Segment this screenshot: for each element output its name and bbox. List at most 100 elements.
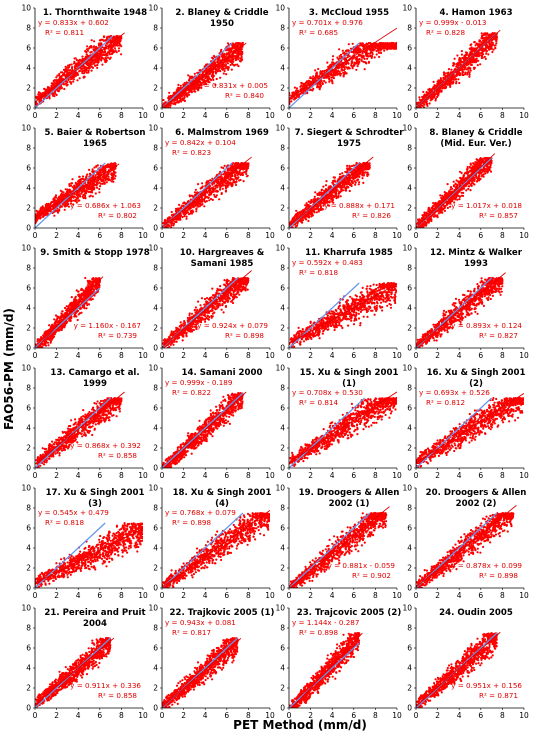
- data-point: [190, 89, 193, 93]
- data-point: [331, 82, 334, 85]
- data-point: [471, 57, 474, 60]
- regression-line: [289, 27, 397, 99]
- data-point: [378, 51, 381, 54]
- data-point: [102, 35, 106, 39]
- data-point: [110, 180, 113, 183]
- data-point: [96, 66, 99, 69]
- data-point: [224, 67, 227, 70]
- data-point: [434, 99, 437, 102]
- data-point: [241, 50, 244, 54]
- data-point: [72, 196, 75, 199]
- data-point: [386, 43, 389, 47]
- data-point: [337, 69, 340, 72]
- data-point: [78, 199, 81, 202]
- data-point: [450, 81, 453, 84]
- data-point: [82, 76, 85, 79]
- data-point: [91, 59, 94, 63]
- data-point: [104, 61, 107, 64]
- data-point: [331, 61, 334, 64]
- data-point: [89, 194, 92, 197]
- data-point: [72, 78, 75, 81]
- data-point: [91, 195, 94, 198]
- data-point: [445, 85, 448, 88]
- data-point: [314, 76, 317, 79]
- x-tick-label: 10: [392, 111, 402, 120]
- data-point: [62, 73, 65, 76]
- y-tick-label: 0: [26, 224, 31, 233]
- data-point: [241, 42, 244, 45]
- data-point: [46, 204, 49, 207]
- data-point: [458, 81, 461, 85]
- data-point: [384, 44, 387, 47]
- data-point: [191, 87, 194, 90]
- y-tick-label: 6: [280, 44, 285, 53]
- data-point: [98, 39, 101, 42]
- data-point: [377, 47, 381, 50]
- panel-title: 4. Hamon 1963: [439, 8, 512, 18]
- data-point: [89, 184, 92, 187]
- data-point: [58, 74, 61, 77]
- data-point: [187, 74, 190, 77]
- data-point: [378, 45, 381, 48]
- data-point: [74, 181, 77, 184]
- data-point: [84, 55, 88, 58]
- data-point: [457, 70, 460, 73]
- data-point: [432, 80, 435, 83]
- data-point: [90, 69, 93, 72]
- r-squared: R² = 0.811: [45, 28, 84, 37]
- data-point: [102, 165, 105, 168]
- x-tick-label: 4: [76, 231, 81, 240]
- data-point: [224, 63, 227, 66]
- regression-equation: y = 0.701x + 0.976: [292, 18, 363, 27]
- data-point: [54, 196, 58, 199]
- data-point: [327, 65, 330, 69]
- data-point: [475, 42, 478, 46]
- data-point: [213, 55, 216, 59]
- data-point: [380, 45, 383, 48]
- data-point: [429, 96, 432, 99]
- data-point: [76, 73, 79, 76]
- data-point: [97, 60, 100, 64]
- data-point: [42, 215, 45, 218]
- data-point: [298, 93, 301, 96]
- data-point: [227, 51, 231, 54]
- data-point: [183, 99, 186, 103]
- x-tick-label: 6: [351, 111, 356, 120]
- data-point: [101, 54, 104, 57]
- data-point: [427, 91, 431, 94]
- data-point: [235, 52, 238, 55]
- data-point: [86, 49, 90, 52]
- data-point: [76, 64, 79, 67]
- data-point: [463, 66, 466, 69]
- data-point: [68, 64, 71, 67]
- data-point: [443, 77, 446, 80]
- data-point: [185, 215, 188, 218]
- data-point: [494, 44, 497, 47]
- data-point: [196, 88, 199, 91]
- data-point: [481, 39, 484, 42]
- data-point: [208, 81, 211, 84]
- x-tick-label: 4: [76, 111, 81, 120]
- data-point: [342, 75, 345, 78]
- data-point: [296, 94, 299, 97]
- data-point: [63, 208, 66, 211]
- data-point: [380, 43, 383, 46]
- data-point: [70, 182, 73, 185]
- x-tick-label: 6: [478, 111, 483, 120]
- data-point: [480, 51, 483, 54]
- data-point: [37, 91, 40, 94]
- data-point: [473, 61, 476, 64]
- data-point: [98, 191, 101, 194]
- data-point: [92, 171, 95, 174]
- data-point: [492, 48, 495, 51]
- data-point: [106, 56, 110, 59]
- data-point: [112, 36, 115, 39]
- data-point: [193, 90, 196, 93]
- x-tick-label: 10: [138, 111, 148, 120]
- data-point: [170, 210, 173, 214]
- data-point: [418, 106, 421, 108]
- data-point: [97, 42, 101, 45]
- data-point: [100, 178, 103, 181]
